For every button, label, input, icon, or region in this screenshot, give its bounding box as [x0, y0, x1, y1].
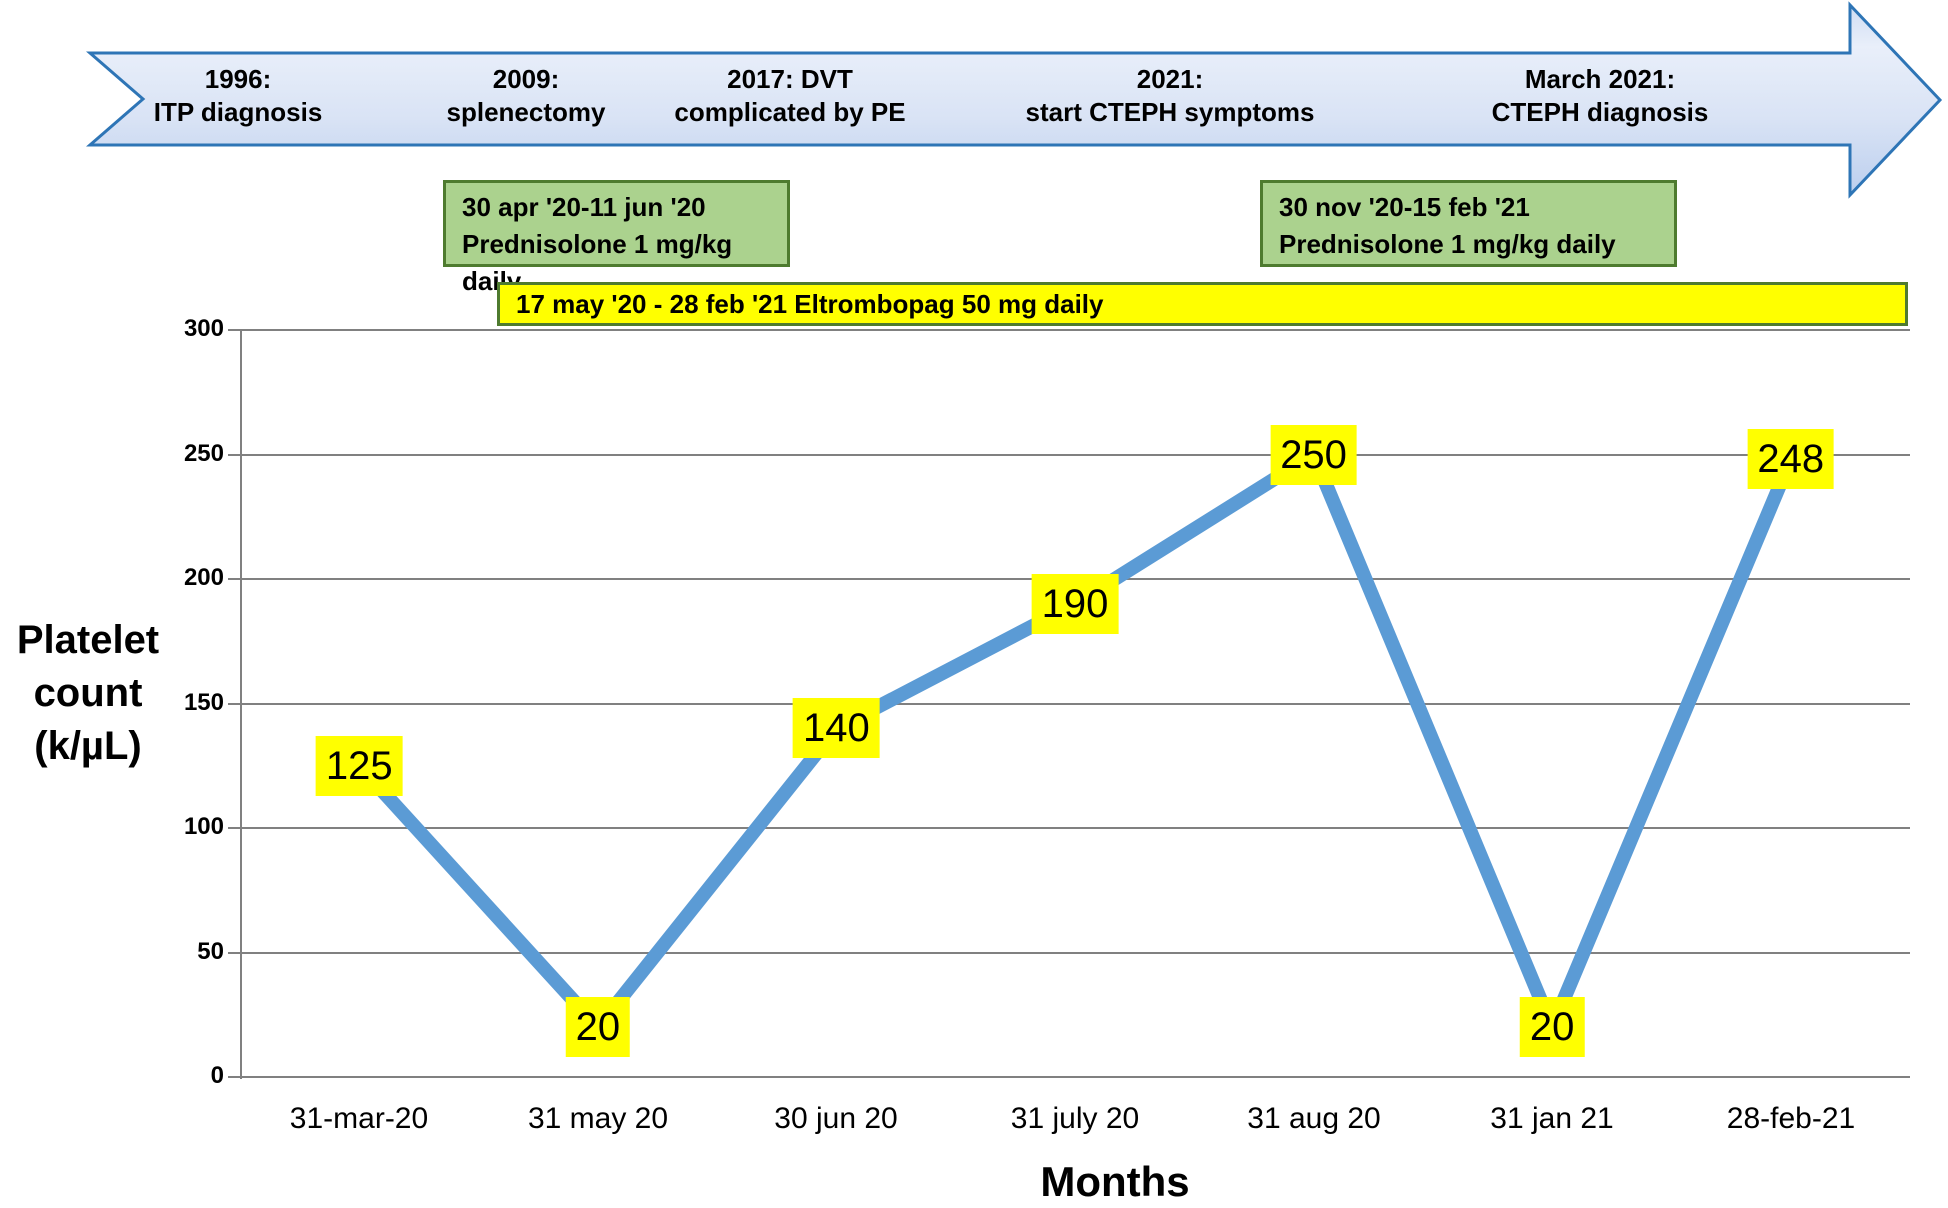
y-tick-label: 250 — [183, 440, 224, 467]
eltrombopag-period-bar: 17 may '20 - 28 feb '21 Eltrombopag 50 m… — [497, 282, 1908, 326]
data-point-label: 250 — [1270, 424, 1357, 485]
y-tick-mark — [228, 454, 240, 456]
y-tick-label: 0 — [210, 1062, 224, 1089]
timeline-event-itp-diagnosis: 1996: ITP diagnosis — [153, 64, 323, 127]
y-tick-mark — [228, 1076, 240, 1078]
grid-line — [240, 329, 1910, 331]
x-tick-label: 28-feb-21 — [1726, 1102, 1856, 1135]
y-axis-title: Platelet count (k/µL) — [16, 618, 160, 768]
y-tick-label: 100 — [183, 813, 224, 840]
y-tick-label: 50 — [197, 938, 224, 965]
x-tick-label: 31 july 20 — [1010, 1102, 1140, 1135]
data-point-label: 140 — [793, 698, 880, 759]
data-point-label: 20 — [565, 997, 631, 1058]
x-axis-title: Months — [1040, 1158, 1190, 1205]
grid-line — [240, 1076, 1910, 1078]
y-tick-mark — [228, 329, 240, 331]
y-tick-mark — [228, 578, 240, 580]
y-tick-label: 200 — [183, 564, 224, 591]
data-point-label: 20 — [1519, 997, 1585, 1058]
data-point-label: 125 — [315, 735, 403, 796]
x-tick-label: 31 jan 21 — [1490, 1102, 1614, 1135]
y-tick-mark — [228, 703, 240, 705]
grid-line — [240, 703, 1910, 705]
grid-line — [240, 454, 1910, 456]
x-tick-label: 31-mar-20 — [289, 1102, 429, 1135]
prednisolone-period-1-box: 30 apr '20-11 jun '20 Prednisolone 1 mg/… — [443, 180, 790, 296]
timeline-event-cteph-diagnosis: March 2021: CTEPH diagnosis — [1491, 64, 1709, 127]
timeline-event-cteph-symptoms: 2021: start CTEPH symptoms — [1025, 64, 1315, 127]
y-tick-mark — [228, 952, 240, 954]
x-tick-label: 31 aug 20 — [1247, 1102, 1381, 1135]
prednisolone-period-2-box: 30 nov '20-15 feb '21 Prednisolone 1 mg/… — [1260, 180, 1677, 267]
data-point-label: 248 — [1747, 429, 1835, 490]
grid-line — [240, 827, 1910, 829]
y-tick-mark — [228, 827, 240, 829]
y-tick-label: 300 — [183, 315, 224, 342]
y-tick-label: 150 — [183, 689, 224, 716]
platelet-series-line — [352, 447, 1798, 1035]
grid-line — [240, 952, 1910, 954]
y-axis-line — [240, 330, 242, 1079]
timeline-event-splenectomy: 2009: splenectomy — [446, 64, 606, 127]
data-point-label: 190 — [1031, 573, 1119, 634]
x-tick-label: 31 may 20 — [527, 1102, 669, 1135]
timeline-event-dvt-pe: 2017: DVT complicated by PE — [674, 64, 906, 127]
x-tick-label: 30 jun 20 — [774, 1102, 898, 1135]
